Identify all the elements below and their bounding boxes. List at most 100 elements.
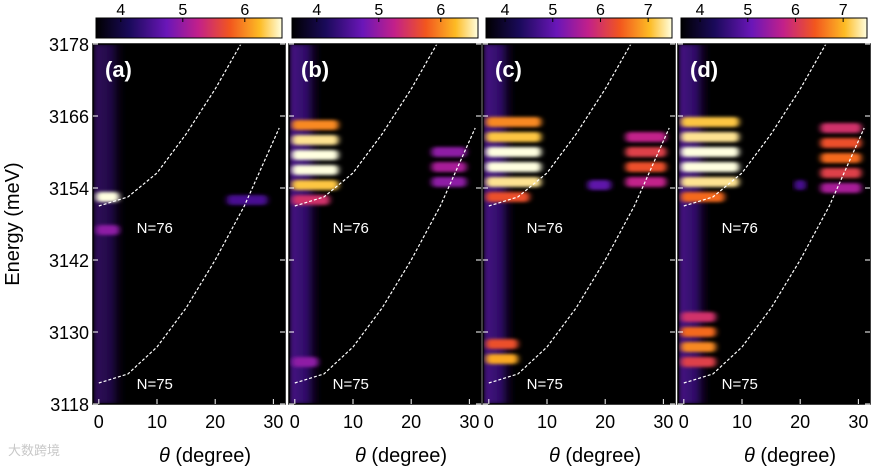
y-tick-label: 3178 [49,35,89,55]
x-tick-label: 30 [653,412,673,432]
x-tick-label: 20 [205,412,225,432]
emission-line [625,132,667,142]
colorbar-tick-label: 5 [548,2,557,19]
colorbar [680,17,868,39]
y-tick-label: 3142 [49,251,89,271]
emission-line [95,225,120,235]
y-tick-label: 3118 [50,395,89,415]
emission-line [291,135,339,145]
emission-line [794,180,806,190]
emission-line [485,117,542,127]
y-axis: 3178 3166 3154 3142 3130 3118 Energy (meV) [2,35,89,415]
emission-line [431,177,467,187]
colorbar-tick-label: 5 [178,2,187,19]
emission-line [95,192,120,202]
emission-line [680,357,716,367]
emission-line [485,162,542,172]
colorbar-tick-label: 4 [312,2,321,19]
colorbar-tick-label: 7 [644,2,653,19]
dispersion-curve [294,44,438,207]
emission-line [291,357,319,367]
y-tick-label: 3130 [49,323,89,343]
x-tick-label: 0 [679,412,689,432]
dispersion-curve [683,44,827,207]
emission-line [587,180,611,190]
panel-1: (a) N=76 N=75 0 10 20 30 θ (degree) 4 5 6 [92,2,286,467]
emission-line [820,183,862,193]
normal-incidence-glow [94,44,128,404]
plot-frame [482,43,676,405]
emission-line [680,327,716,337]
emission-line [291,150,339,160]
x-axis-label: θ (degree) [355,445,447,467]
emission-line [680,147,740,157]
dispersion-curve [98,127,280,384]
mode-label: N=76 [722,220,758,237]
panel-4: (d) N=76 N=75 0 10 20 30 θ (degree) 4 5 6 7 [677,2,871,467]
plot-frame [92,43,286,405]
emission-line [485,339,518,349]
colorbar-tick-label: 6 [791,2,800,19]
emission-line [680,342,716,352]
plot-frame [677,43,871,405]
x-tick-label: 10 [537,412,557,432]
emission-line [820,153,862,163]
emission-line [485,192,530,202]
panels-group: (a) N=76 N=75 0 10 20 30 θ (degree) 4 5 6 (b) N=76 N=… [92,2,871,467]
x-tick-label: 0 [290,412,300,432]
emission-line [680,162,740,172]
emission-line [820,123,862,133]
colorbar-tick-label: 6 [436,2,445,19]
colorbar-tick-label: 5 [743,2,752,19]
heatmap [679,44,865,404]
mode-label: N=75 [137,376,173,393]
dispersion-curve [488,44,632,207]
emission-line [431,162,467,172]
dispersion-curve [488,127,670,384]
heatmap [94,44,280,404]
normal-incidence-glow [290,44,324,404]
heatmap [484,44,670,404]
emission-line [680,117,740,127]
colorbar-tick-label: 7 [839,2,848,19]
mode-label: N=75 [527,376,563,393]
emission-line [820,138,862,148]
emission-line [431,147,467,157]
x-tick-label: 30 [263,412,283,432]
mode-label: N=75 [333,376,369,393]
x-tick-label: 0 [484,412,494,432]
dispersion-curve [294,127,476,384]
colorbar-tick-label: 6 [240,2,249,19]
emission-line [485,147,542,157]
colorbar [95,17,283,39]
colorbar-tick-label: 5 [374,2,383,19]
emission-line [680,177,740,187]
colorbar-tick-label: 6 [596,2,605,19]
emission-line [291,165,339,175]
colorbar [485,17,673,39]
mode-label: N=76 [137,220,173,237]
y-tick-label: 3154 [49,179,89,199]
colorbar-tick-label: 4 [501,2,510,19]
x-tick-label: 10 [147,412,167,432]
panel-label: (d) [690,57,718,82]
x-tick-label: 30 [848,412,868,432]
colorbar-tick-label: 4 [116,2,125,19]
colorbar [291,17,479,39]
y-tick-label: 3166 [49,107,89,127]
emission-line [485,132,542,142]
y-axis-label: Energy (meV) [2,162,24,285]
mode-label: N=75 [722,376,758,393]
emission-line [485,354,518,364]
dispersion-curve [683,127,865,384]
heatmap [290,44,476,404]
emission-line [820,168,862,178]
x-axis-label: θ (degree) [549,445,641,467]
x-tick-label: 20 [595,412,615,432]
emission-line [680,192,725,202]
mode-label: N=76 [527,220,563,237]
plot-frame [288,43,482,405]
x-tick-label: 0 [94,412,104,432]
x-tick-label: 10 [732,412,752,432]
